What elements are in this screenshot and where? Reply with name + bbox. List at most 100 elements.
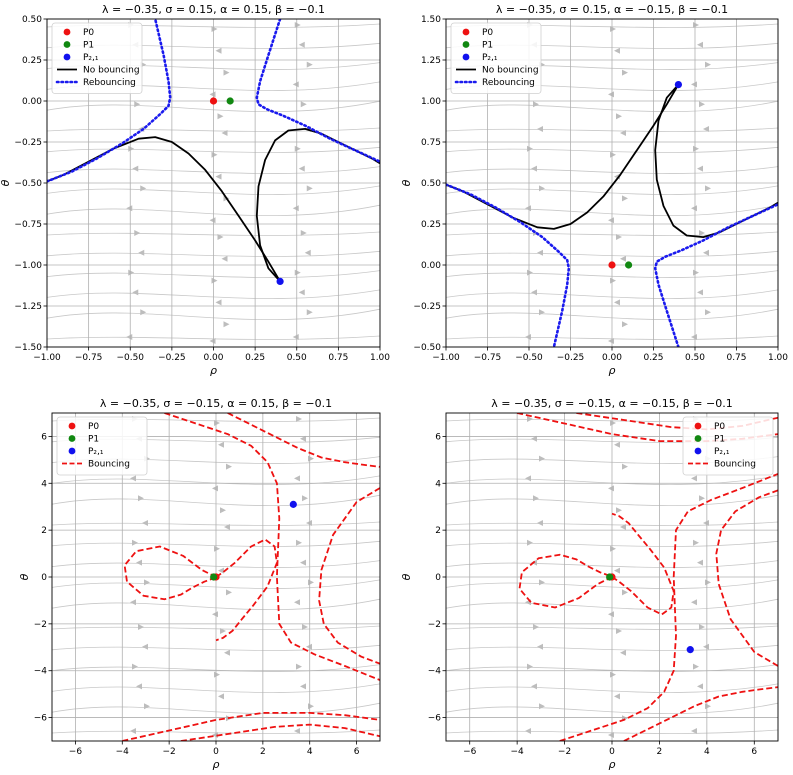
stream-arrow-icon <box>699 624 705 630</box>
legend-label: P1 <box>83 41 94 51</box>
stream-arrow-icon <box>294 269 301 276</box>
stream-arrow-icon <box>292 334 299 340</box>
x-tick-label: −2 <box>558 747 571 757</box>
stream-arrow-icon <box>134 101 141 108</box>
streamline <box>52 702 380 715</box>
y-tick-label: −2 <box>34 620 47 630</box>
stream-arrow-icon <box>616 628 622 634</box>
stream-arrow-icon <box>132 539 138 546</box>
stream-arrow-icon <box>608 611 614 618</box>
stream-arrow-icon <box>705 61 711 68</box>
streamline <box>446 250 778 257</box>
legend-label: P1 <box>88 435 99 445</box>
stream-arrow-icon <box>136 683 142 690</box>
stream-arrow-icon <box>608 338 614 344</box>
streamline <box>47 250 380 257</box>
x-tick-label: −1.00 <box>432 353 460 363</box>
streamline <box>446 494 778 507</box>
stream-arrow-icon <box>693 663 699 670</box>
y-axis-label: θ <box>400 573 413 580</box>
stream-arrow-icon <box>132 165 139 172</box>
legend-marker <box>462 28 470 36</box>
y-tick-label: 0.00 <box>421 261 441 271</box>
legend-label: Rebouncing <box>83 78 136 88</box>
stream-arrow-icon <box>220 628 226 634</box>
stream-arrow-icon <box>705 309 711 316</box>
stream-arrow-icon <box>527 539 533 546</box>
stream-arrow-icon <box>209 338 216 344</box>
streamline <box>446 702 778 715</box>
stream-arrow-icon <box>703 643 709 650</box>
x-tick-label: −0.75 <box>474 353 502 363</box>
x-tick-label: −4 <box>116 747 130 757</box>
streamline <box>52 494 380 507</box>
legend: P0 P1 P₂,₁ No bouncing Rebouncing <box>450 22 542 94</box>
stream-arrow-icon <box>215 299 222 306</box>
y-tick-label: 0 <box>41 573 47 583</box>
streamline <box>52 644 380 651</box>
stream-arrow-icon <box>142 520 148 526</box>
stream-arrow-icon <box>539 455 545 462</box>
x-tick-label: 0.75 <box>726 353 746 363</box>
streamline <box>47 335 380 340</box>
x-tick-label: 2 <box>657 747 663 757</box>
streamline <box>446 560 778 568</box>
stream-arrow-icon <box>527 416 533 422</box>
stream-arrow-icon <box>142 643 148 650</box>
point-p1 <box>606 573 614 581</box>
stream-arrow-icon <box>622 463 628 470</box>
stream-arrow-icon <box>138 495 144 502</box>
y-tick-label: −1.00 <box>14 261 42 271</box>
stream-arrow-icon <box>217 234 224 240</box>
stream-arrow-icon <box>126 205 133 212</box>
stream-arrow-icon <box>296 663 302 670</box>
y-tick-label: −0.50 <box>14 179 42 189</box>
stream-arrow-icon <box>294 22 301 28</box>
y-tick-label: 1.25 <box>421 56 441 66</box>
series-line-dotted <box>255 19 380 163</box>
legend-marker <box>694 435 702 442</box>
stream-arrow-icon <box>620 524 626 530</box>
stream-arrow-icon <box>691 334 697 340</box>
streamline <box>52 625 380 630</box>
legend-label: P1 <box>714 435 725 445</box>
stream-arrow-icon <box>703 249 709 256</box>
y-tick-label: −2 <box>428 620 441 630</box>
stream-arrow-icon <box>614 441 620 448</box>
legend-box <box>682 416 774 476</box>
streamline <box>446 729 778 734</box>
y-tick-label: −6 <box>34 714 48 724</box>
chart-title: λ = −0.35, σ = 0.15, α = −0.15, β = −0.1 <box>496 3 728 16</box>
stream-arrow-icon <box>296 416 302 422</box>
stream-arrow-icon <box>300 435 306 442</box>
y-tick-label: 0.75 <box>421 138 441 148</box>
stream-arrow-icon <box>539 579 545 586</box>
streamline <box>446 540 778 547</box>
stream-arrow-icon <box>128 145 135 152</box>
y-tick-label: 1.50 <box>421 15 441 25</box>
x-tick-label: 4 <box>704 747 710 757</box>
legend: P0 P1 P₂,₁ No bouncing Rebouncing <box>51 22 143 94</box>
x-tick-label: 1.00 <box>370 353 390 363</box>
x-tick-label: −0.50 <box>515 353 543 363</box>
stream-arrow-icon <box>136 559 142 566</box>
stream-arrow-icon <box>138 249 145 256</box>
x-tick-label: 0 <box>213 747 219 757</box>
stream-arrow-icon <box>537 249 543 256</box>
y-tick-label: −0.25 <box>14 138 42 148</box>
stream-arrow-icon <box>132 663 138 670</box>
stream-arrow-icon <box>214 545 220 552</box>
point-p1 <box>625 261 633 269</box>
stream-arrow-icon <box>217 113 224 120</box>
legend-marker <box>694 447 702 455</box>
stream-arrow-icon <box>610 26 616 32</box>
stream-arrow-icon <box>298 165 305 172</box>
stream-arrow-icon <box>212 485 218 492</box>
stream-arrow-icon <box>531 165 537 172</box>
streamline <box>446 335 778 340</box>
stream-arrow-icon <box>128 269 135 276</box>
stream-arrow-icon <box>292 205 299 212</box>
stream-arrow-icon <box>300 230 307 236</box>
streamline <box>52 475 380 485</box>
